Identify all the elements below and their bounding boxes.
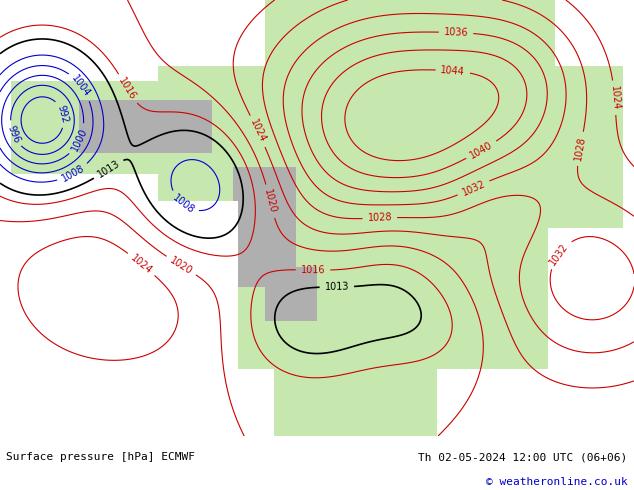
Text: Th 02-05-2024 12:00 UTC (06+06): Th 02-05-2024 12:00 UTC (06+06)	[418, 452, 628, 462]
Text: Surface pressure [hPa] ECMWF: Surface pressure [hPa] ECMWF	[6, 452, 195, 462]
Text: 1028: 1028	[573, 136, 587, 162]
Text: 1024: 1024	[248, 118, 268, 145]
Text: 992: 992	[56, 103, 70, 124]
Text: 1032: 1032	[460, 178, 487, 197]
Text: 1020: 1020	[262, 188, 278, 215]
Text: 1000: 1000	[70, 126, 89, 153]
Text: 1013: 1013	[325, 282, 349, 292]
Text: 1008: 1008	[60, 163, 86, 184]
Text: 1024: 1024	[129, 252, 154, 276]
Text: 1032: 1032	[548, 241, 571, 267]
Text: 1028: 1028	[367, 213, 392, 223]
Text: 1016: 1016	[301, 265, 325, 275]
Text: 1044: 1044	[440, 65, 465, 77]
Text: 996: 996	[5, 124, 22, 145]
Text: 1020: 1020	[168, 255, 194, 276]
Text: 1016: 1016	[117, 76, 138, 102]
Text: 1008: 1008	[171, 193, 196, 216]
Text: 1013: 1013	[96, 158, 122, 180]
Text: © weatheronline.co.uk: © weatheronline.co.uk	[486, 477, 628, 487]
Text: 1024: 1024	[609, 85, 621, 110]
Text: 1040: 1040	[469, 140, 495, 160]
Text: 1036: 1036	[444, 27, 469, 38]
Text: 1004: 1004	[70, 73, 93, 99]
